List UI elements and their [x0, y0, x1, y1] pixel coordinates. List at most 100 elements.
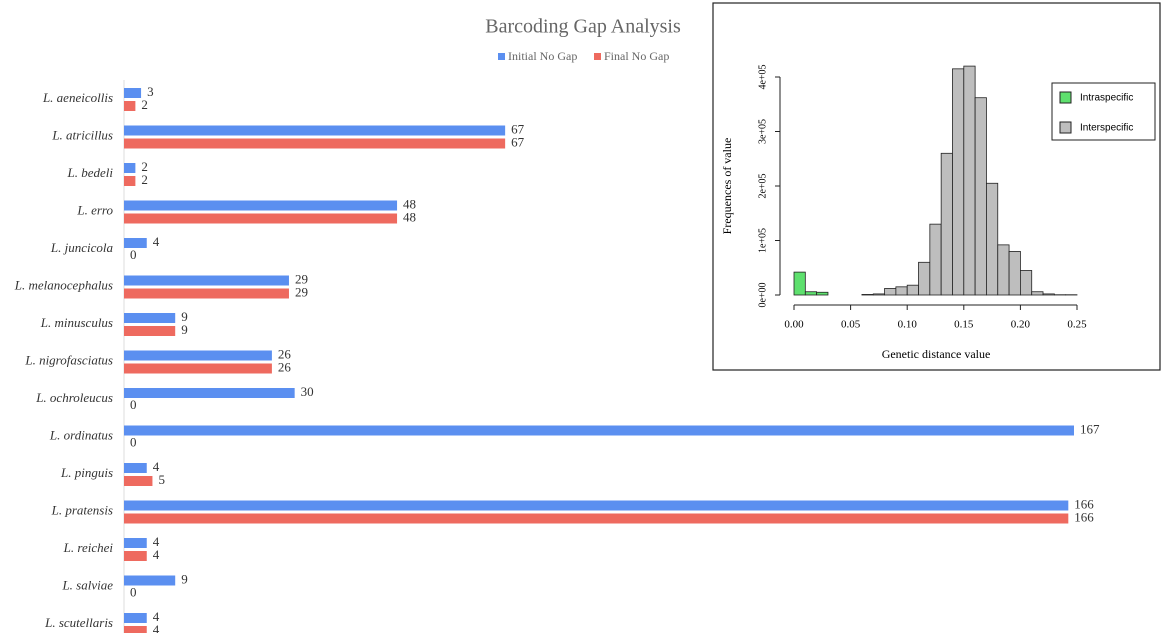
y-axis-label: Frequences of value: [720, 138, 734, 235]
bar: [124, 101, 136, 111]
x-tick-label: 0.20: [1011, 319, 1031, 331]
bar: [124, 551, 147, 561]
value-label: 4: [153, 609, 160, 624]
bar: [124, 138, 506, 149]
bar: [124, 176, 136, 186]
histogram-bar: [1042, 293, 1055, 296]
value-label: 166: [1074, 496, 1094, 511]
bar: [124, 313, 176, 323]
y-tick-label: L. bedeli: [67, 165, 114, 180]
bar: [124, 575, 176, 586]
histogram-bar: [816, 291, 829, 296]
y-tick-label: L. nigrofasciatus: [24, 352, 113, 367]
value-label: 3: [147, 84, 154, 99]
bar: [124, 163, 136, 173]
bar: [124, 476, 153, 486]
chart-title: Barcoding Gap Analysis: [485, 16, 681, 38]
bar: [124, 326, 176, 336]
histogram-bar: [918, 261, 931, 296]
x-tick-label: 0.15: [954, 319, 974, 331]
histogram-bar: [940, 152, 953, 296]
bar: [124, 513, 1069, 524]
value-label: 67: [511, 121, 524, 136]
bar: [124, 538, 147, 548]
bar: [124, 388, 295, 398]
value-label: 2: [141, 97, 148, 112]
y-tick-label: L. ochroleucus: [35, 390, 113, 405]
value-label: 29: [295, 284, 308, 299]
bar: [124, 88, 142, 98]
value-label: 30: [301, 384, 314, 399]
bar: [124, 238, 147, 248]
x-tick-label: 0.25: [1067, 319, 1087, 331]
histogram-bar: [895, 286, 908, 296]
legend-label: Intraspecific: [1080, 93, 1133, 104]
histogram-bar: [793, 271, 806, 296]
inset-frame: [712, 2, 1161, 371]
histogram-bar: [884, 288, 897, 296]
value-label: 26: [278, 359, 292, 374]
value-label: 9: [181, 322, 188, 337]
x-axis-label: Genetic distance value: [882, 347, 991, 361]
y-tick-label: L. erro: [76, 202, 113, 217]
legend-swatch: [1059, 91, 1072, 104]
value-label: 67: [511, 134, 524, 149]
legend-swatch: [594, 53, 601, 60]
y-tick-label: L. ordinatus: [49, 427, 113, 442]
value-label: 2: [141, 172, 148, 187]
histogram-bar: [1031, 291, 1044, 296]
x-tick-label: 0.05: [841, 319, 861, 331]
y-tick-label: L. pratensis: [51, 502, 113, 517]
histogram-bar: [929, 223, 942, 296]
value-label: 48: [403, 209, 416, 224]
histogram-bar: [952, 68, 965, 296]
y-tick-label: 4e+05: [757, 64, 768, 89]
histogram-bar: [861, 294, 874, 296]
bar: [124, 363, 272, 374]
bar: [124, 350, 272, 361]
histogram-bar: [986, 182, 999, 296]
bar: [124, 125, 506, 136]
bar: [124, 500, 1069, 511]
value-label: 0: [130, 397, 137, 412]
value-label: 166: [1074, 509, 1094, 524]
bar: [124, 626, 147, 633]
legend-swatch: [498, 53, 505, 60]
legend-label: Interspecific: [1080, 123, 1133, 134]
y-tick-label: 3e+05: [757, 119, 768, 144]
histogram-bar: [997, 244, 1010, 296]
value-label: 48: [403, 196, 416, 211]
y-tick-label: 2e+05: [757, 173, 768, 198]
value-label: 9: [181, 571, 188, 586]
y-tick-label: 1e+05: [757, 228, 768, 253]
y-tick-label: L. pinguis: [60, 465, 113, 480]
histogram-bar: [963, 65, 976, 296]
value-label: 4: [153, 459, 160, 474]
y-tick-label: L. melanocephalus: [14, 277, 113, 292]
bar: [124, 425, 1074, 436]
bar: [124, 463, 147, 473]
x-tick-label: 0.10: [898, 319, 918, 331]
bar: [124, 288, 289, 299]
value-label: 4: [153, 547, 160, 562]
value-label: 9: [181, 309, 188, 324]
histogram-bar: [872, 293, 885, 296]
bar: [124, 613, 147, 623]
y-tick-label: 0e+00: [757, 282, 768, 307]
histogram-bar: [974, 97, 987, 296]
value-label: 5: [158, 472, 165, 487]
y-tick-label: L. salviae: [61, 577, 113, 592]
value-label: 2: [141, 159, 148, 174]
x-tick-label: 0.00: [784, 319, 804, 331]
legend-swatch: [1059, 121, 1072, 134]
histogram-bar: [1020, 270, 1033, 296]
bar: [124, 200, 398, 211]
y-tick-label: L. aeneicollis: [42, 90, 113, 105]
value-label: 4: [153, 534, 160, 549]
value-label: 0: [130, 584, 137, 599]
value-label: 167: [1080, 421, 1100, 436]
y-tick-label: L. reichei: [63, 540, 114, 555]
y-tick-label: L. minusculus: [40, 315, 113, 330]
histogram-bar: [804, 291, 818, 296]
